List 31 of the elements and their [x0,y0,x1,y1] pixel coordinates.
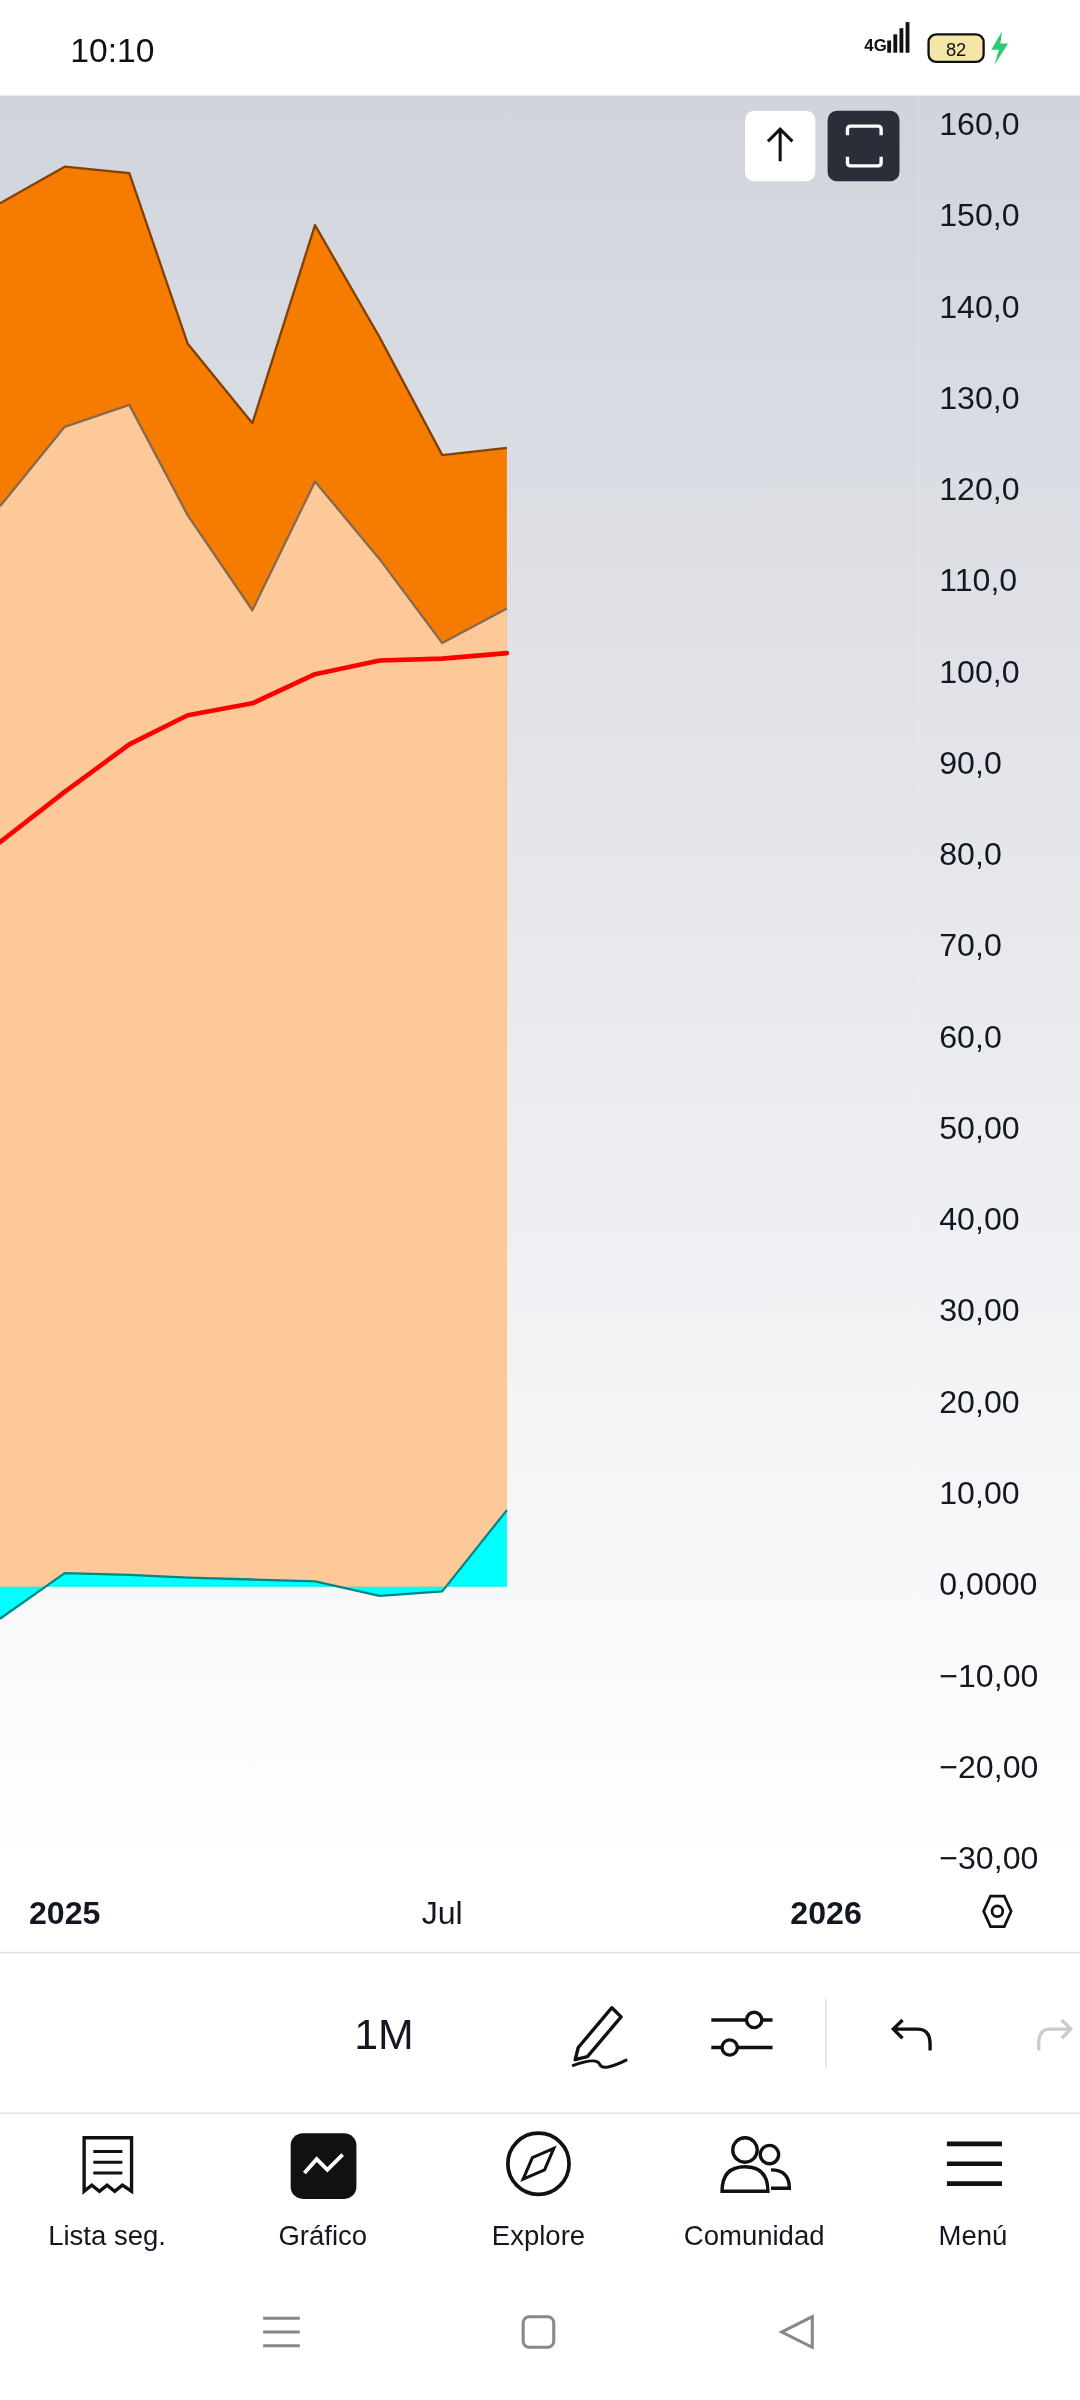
y-tick-label: 160,0 [939,106,1020,143]
y-tick-label: 50,00 [939,1109,1020,1146]
y-tick-label: 110,0 [939,562,1018,599]
text: Lista seg. [48,2219,166,2251]
text: Comunidad [683,2219,825,2251]
y-tick-label: 100,0 [939,653,1020,690]
y-tick-label: 140,0 [939,288,1020,325]
y-tick-label: 20,00 [939,1383,1020,1420]
text: Gráfico [278,2219,368,2251]
y-tick-label: 30,00 [939,1292,1020,1329]
text: Explore [491,2219,586,2251]
text: Menú [938,2219,1008,2251]
x-tick-label: 2025 [28,1894,101,1931]
y-tick-label: −20,00 [939,1748,1039,1785]
line-series [0,650,510,845]
y-tick-label: 0,0000 [939,1566,1038,1603]
y-tick-label: 120,0 [939,471,1020,508]
y-tick-label: 150,0 [939,197,1020,234]
text: 10:10 [70,31,155,69]
y-tick-label: −10,00 [939,1657,1039,1694]
y-tick-label: 10,00 [939,1475,1020,1512]
text: 1M [354,2010,414,2059]
y-tick-label: 90,0 [939,744,1002,781]
y-tick-label: 80,0 [939,836,1002,873]
y-tick-label: 70,0 [939,927,1002,964]
y-tick-label: 130,0 [939,379,1020,416]
y-tick-label: 60,0 [939,1018,1002,1055]
x-tick-label: Jul [421,1894,463,1931]
x-tick-label: 2026 [790,1894,862,1931]
y-tick-label: 40,00 [939,1201,1020,1238]
y-tick-label: −30,00 [939,1840,1039,1877]
